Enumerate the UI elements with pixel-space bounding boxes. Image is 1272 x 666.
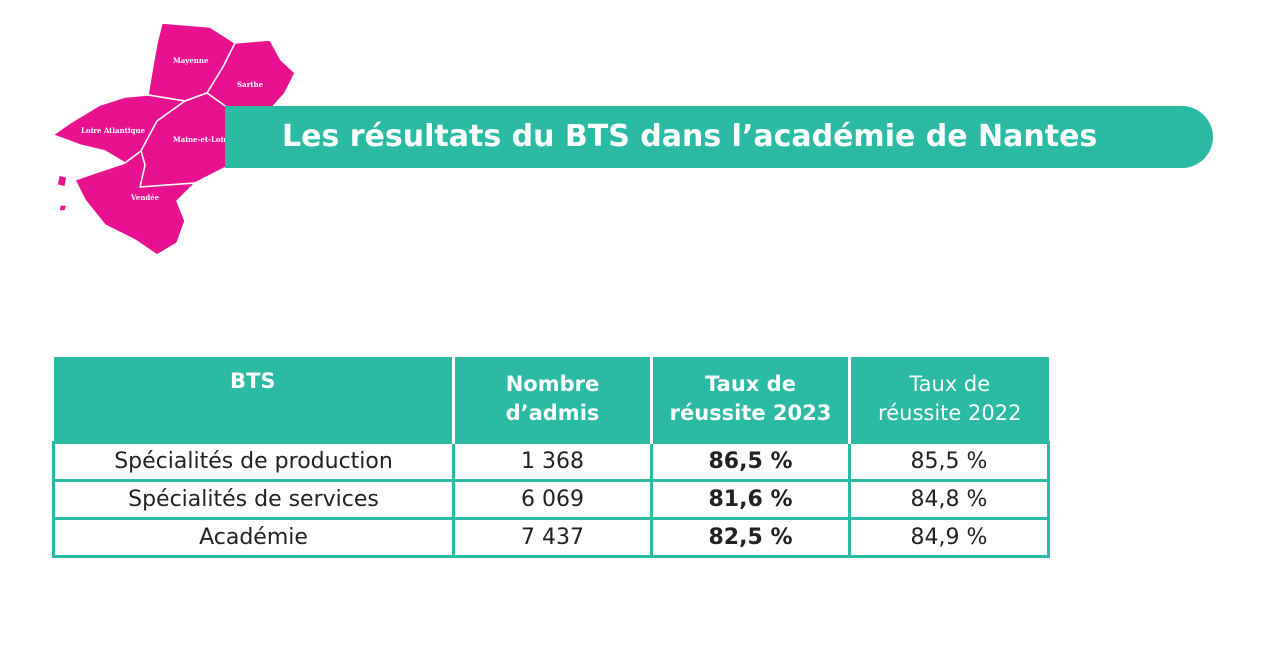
row-admis: 6 069 (452, 479, 653, 520)
header-taux-2023-line1: Taux de (705, 372, 796, 396)
header-taux-2022-line1: Taux de (909, 372, 991, 396)
table-row: Académie 7 437 82,5 % 84,9 % (52, 517, 1050, 558)
header-admis-line1: Nombre (505, 372, 600, 396)
map-label-sarthe: Sarthe (237, 80, 264, 89)
map-region-vendee (74, 150, 196, 256)
row-taux-2022: 84,8 % (848, 479, 1050, 520)
row-taux-2022: 84,9 % (848, 517, 1050, 558)
header-taux-2023-line2: réussite 2023 (669, 401, 832, 425)
table-row: Spécialités de production 1 368 86,5 % 8… (52, 441, 1050, 482)
row-taux-2022: 85,5 % (848, 441, 1050, 482)
title-banner: Les résultats du BTS dans l’académie de … (225, 106, 1213, 168)
header-admis: Nombre d’admis (452, 357, 652, 443)
map-label-mayenne: Mayenne (173, 56, 209, 65)
table-row: Spécialités de services 6 069 81,6 % 84,… (52, 479, 1050, 520)
row-label: Spécialités de production (52, 441, 455, 482)
header-admis-line2: d’admis (505, 401, 600, 425)
row-taux-2023: 82,5 % (650, 517, 851, 558)
row-admis: 7 437 (452, 517, 653, 558)
row-taux-2023: 81,6 % (650, 479, 851, 520)
row-label: Académie (52, 517, 455, 558)
map-island-noirmoutier (56, 174, 68, 188)
row-taux-2023: 86,5 % (650, 441, 851, 482)
table-header-row: BTS Nombre d’admis Taux de réussite 2023… (53, 357, 1049, 443)
header-bts-label: BTS (230, 369, 276, 393)
header-taux-2022: Taux de réussite 2022 (848, 357, 1049, 443)
page-title: Les résultats du BTS dans l’académie de … (282, 119, 1098, 154)
header-taux-2022-line2: réussite 2022 (878, 401, 1022, 425)
map-label-maine-et-loire: Maine-et-Loire (173, 135, 232, 144)
header-taux-2023: Taux de réussite 2023 (650, 357, 850, 443)
map-label-vendee: Vendée (130, 193, 160, 202)
results-table: BTS Nombre d’admis Taux de réussite 2023… (52, 357, 1050, 558)
row-label: Spécialités de services (52, 479, 455, 520)
header-bts: BTS (53, 357, 454, 443)
map-island-yeu (58, 204, 68, 212)
row-admis: 1 368 (452, 441, 653, 482)
map-label-loire-atlantique: Loire Atlantique (81, 126, 146, 135)
